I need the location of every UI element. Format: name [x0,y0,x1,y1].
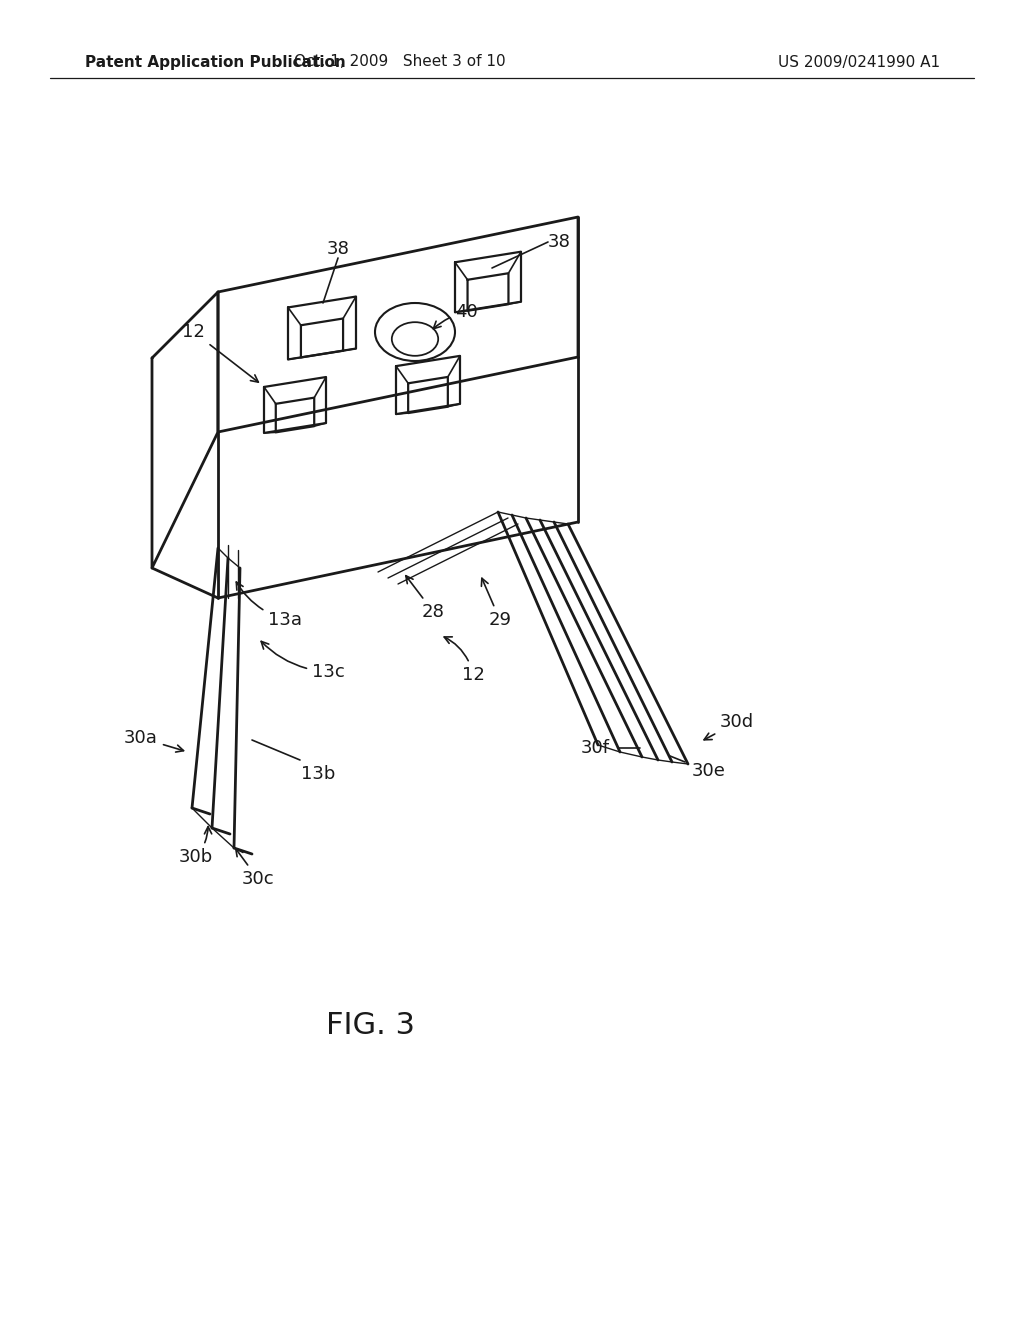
Text: 30c: 30c [236,849,274,888]
Text: Patent Application Publication: Patent Application Publication [85,54,346,70]
Text: US 2009/0241990 A1: US 2009/0241990 A1 [778,54,940,70]
Text: 30a: 30a [124,729,183,752]
Text: 29: 29 [481,578,512,630]
Text: FIG. 3: FIG. 3 [326,1011,415,1040]
Text: 38: 38 [327,240,349,257]
Text: 30e: 30e [692,762,726,780]
Text: 40: 40 [433,304,478,329]
Text: 12: 12 [444,636,485,684]
Text: 30b: 30b [179,826,213,866]
Text: 13b: 13b [301,766,335,783]
Text: 38: 38 [548,234,570,251]
Text: 30f: 30f [581,739,610,756]
Text: 12: 12 [182,323,258,383]
Text: 28: 28 [406,576,444,620]
Text: 13c: 13c [261,642,345,681]
Text: 30d: 30d [705,713,754,739]
Text: 13a: 13a [237,582,302,630]
Text: Oct. 1, 2009   Sheet 3 of 10: Oct. 1, 2009 Sheet 3 of 10 [294,54,506,70]
